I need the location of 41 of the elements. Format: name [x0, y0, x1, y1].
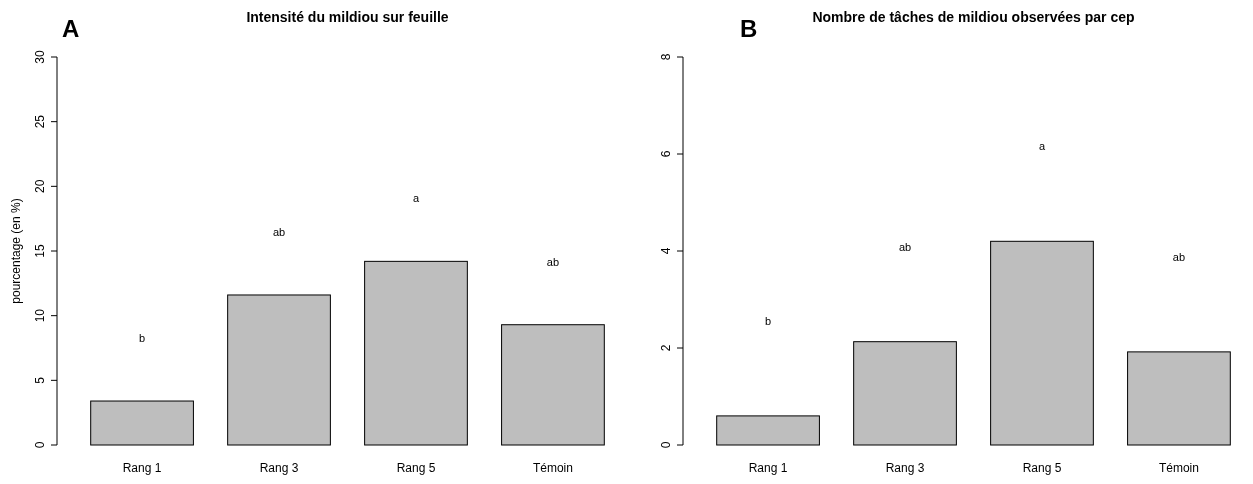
y-tick-label: 0 [33, 441, 47, 449]
y-tick-label: 0 [659, 441, 673, 449]
text: A [62, 15, 80, 42]
bar [501, 324, 605, 446]
bar [90, 400, 194, 446]
annotation: ab [546, 255, 560, 268]
y-axis-title: pourcentage (en %) [9, 198, 23, 304]
x-tick-label: Rang 5 [1022, 461, 1062, 475]
y-tick-label: 15 [33, 244, 47, 258]
bar [364, 260, 468, 446]
y-tick-label: 8 [659, 53, 673, 61]
annotation: ab [272, 225, 286, 238]
text: B [740, 15, 758, 42]
y-tick-label: 5 [33, 376, 47, 384]
annotation: ab [898, 240, 912, 253]
bar [990, 240, 1094, 446]
annotation: a [412, 192, 420, 205]
chart-title: Intensité du mildiou sur feuille [246, 9, 449, 25]
y-tick-label: 25 [33, 114, 47, 129]
x-tick-label: Rang 1 [122, 461, 162, 475]
bar [1127, 351, 1231, 446]
y-tick-label: 20 [33, 179, 47, 194]
chart-title: Nombre de tâches de mildiou observées par cep [812, 9, 1135, 25]
y-tick-label: 30 [33, 50, 47, 64]
annotation: b [764, 314, 772, 327]
x-tick-label: Rang 3 [259, 461, 299, 475]
y-tick-label: 10 [33, 308, 47, 323]
y-tick-label: 4 [659, 247, 673, 255]
y-tick-label: 6 [659, 150, 673, 158]
annotation: ab [1172, 250, 1186, 263]
x-tick-label: Rang 3 [885, 461, 925, 475]
bar [853, 341, 957, 446]
x-tick-label: Témoin [1158, 461, 1199, 475]
x-tick-label: Témoin [532, 461, 573, 475]
annotation: a [1038, 140, 1046, 153]
x-tick-label: Rang 1 [748, 461, 788, 475]
bar [716, 415, 820, 446]
annotation: b [138, 331, 146, 344]
y-tick-label: 2 [659, 344, 673, 352]
x-tick-label: Rang 5 [396, 461, 436, 475]
bar [227, 294, 331, 446]
